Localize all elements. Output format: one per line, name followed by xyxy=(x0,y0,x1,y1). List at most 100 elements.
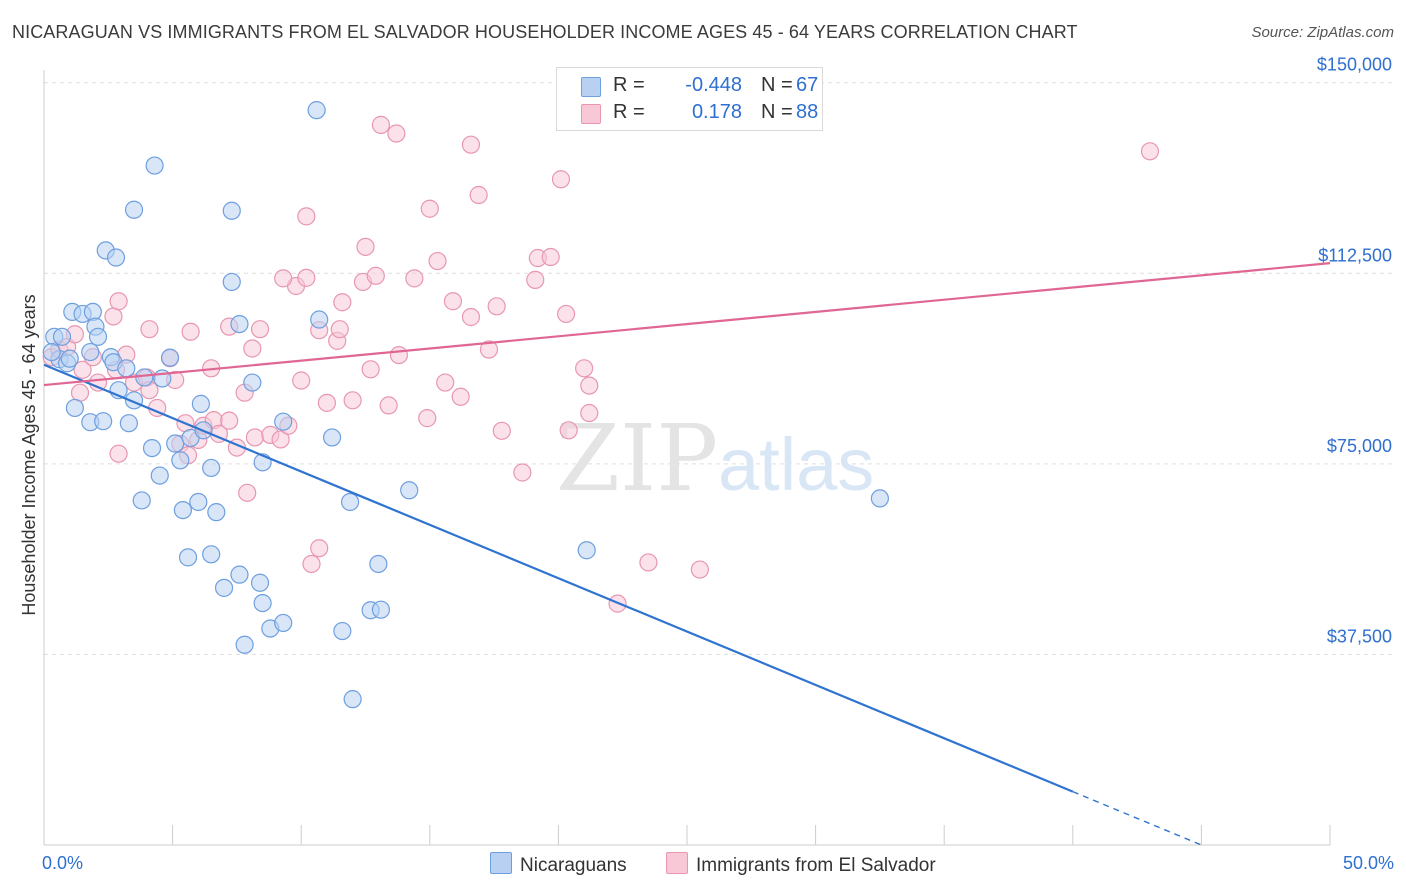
el-salvador-point xyxy=(487,297,506,316)
el-salvador-point xyxy=(428,251,447,271)
bottom-legend-label: Nicaraguans xyxy=(520,855,627,876)
nicaraguans-point xyxy=(230,314,249,334)
nicaraguans-point xyxy=(173,500,192,520)
legend-n-value: 88 xyxy=(796,101,819,123)
el-salvador-point xyxy=(575,359,594,378)
el-salvador-point xyxy=(73,360,92,379)
y-tick-label: $37,500 xyxy=(1327,626,1392,646)
nicaraguans-point xyxy=(142,438,162,458)
nicaraguans-point xyxy=(333,621,352,641)
el-salvador-point xyxy=(580,376,599,395)
nicaraguans-trend-line xyxy=(43,363,1074,793)
el-salvador-point xyxy=(389,345,409,365)
nicaraguans-trend-extension xyxy=(1072,790,1202,846)
el-salvador-point xyxy=(387,124,406,143)
nicaraguans-point xyxy=(400,481,419,500)
el-salvador-point xyxy=(366,266,385,285)
nicaraguans-point xyxy=(106,248,126,267)
x-tick-label-max: 50.0% xyxy=(1343,853,1394,873)
el-salvador-point xyxy=(559,421,578,440)
el-salvador-point xyxy=(541,247,560,267)
nicaraguans-point xyxy=(83,302,102,322)
nicaraguans-point xyxy=(94,412,113,431)
nicaraguans-point xyxy=(202,545,221,564)
nicaraguans-point xyxy=(243,373,262,392)
y-tick-labels: $37,500 $75,000 $112,500 $150,000 xyxy=(1317,55,1392,647)
y-tick-label: $112,500 xyxy=(1318,245,1392,265)
el-salvador-point xyxy=(238,483,257,502)
el-salvador-point xyxy=(181,322,200,341)
nicaraguans-point xyxy=(322,428,342,447)
el-salvador-point xyxy=(405,269,424,288)
nicaraguans-point xyxy=(166,434,185,453)
watermark: ZIP atlas xyxy=(556,405,874,512)
legend-r-value: -0.448 xyxy=(685,74,742,96)
el-salvador-point xyxy=(243,339,262,358)
legend-n-value: 67 xyxy=(796,74,819,96)
y-tick-label: $75,000 xyxy=(1327,436,1392,456)
nicaraguans-point xyxy=(132,491,151,510)
el-salvador-point xyxy=(526,270,545,289)
nicaraguans-point xyxy=(171,451,190,470)
nicaraguans-point xyxy=(191,394,210,413)
axes xyxy=(43,70,1331,846)
legend-swatch-pink xyxy=(581,104,601,124)
el-salvador-point xyxy=(292,371,311,390)
el-salvador-point xyxy=(250,320,270,339)
nicaraguans-point xyxy=(135,368,154,387)
watermark-zip: ZIP xyxy=(556,405,718,512)
nicaraguans-point xyxy=(222,272,241,292)
nicaraguans-point xyxy=(160,348,180,367)
nicaraguans-point xyxy=(230,565,249,584)
watermark-atlas: atlas xyxy=(718,423,874,506)
nicaraguans-point xyxy=(60,349,79,368)
nicaraguans-point xyxy=(88,327,108,346)
el-salvador-point xyxy=(479,340,499,359)
nicaraguans-point xyxy=(577,541,596,560)
el-salvador-point xyxy=(317,393,337,412)
bottom-legend-el-salvador: Immigrants from El Salvador xyxy=(666,852,936,877)
el-salvador-point xyxy=(513,463,532,482)
el-salvador-point xyxy=(220,411,239,430)
nicaraguans-point xyxy=(202,458,221,478)
el-salvador-point xyxy=(140,320,159,339)
nicaraguans-point xyxy=(274,412,293,431)
nicaraguans-point xyxy=(214,578,234,597)
bottom-legend-label: Immigrants from El Salvador xyxy=(696,855,936,876)
source-credit: Source: ZipAtlas.com xyxy=(1251,24,1394,41)
legend-r-value: 0.178 xyxy=(691,101,742,123)
nicaraguans-point xyxy=(207,503,226,522)
el-salvador-point xyxy=(461,135,481,154)
bottom-legend-swatch-pink xyxy=(666,852,688,874)
nicaraguans-point xyxy=(340,492,360,512)
legend-n-label: N = xyxy=(761,74,793,96)
el-salvador-point xyxy=(104,307,123,326)
el-salvador-point xyxy=(420,199,439,218)
el-salvador-point xyxy=(297,207,316,226)
el-salvador-point xyxy=(70,383,90,402)
el-salvador-point xyxy=(361,360,380,379)
legend-n-label: N = xyxy=(761,101,793,123)
legend-r-label: R = xyxy=(613,74,645,96)
nicaraguans-point xyxy=(870,489,890,508)
el-salvador-point xyxy=(461,307,481,327)
nicaraguans-point xyxy=(124,200,144,219)
el-salvador-point xyxy=(580,403,599,423)
el-salvador-point xyxy=(557,304,576,324)
el-salvador-point xyxy=(333,293,352,312)
nicaraguans-point xyxy=(274,613,293,633)
el-salvador-point xyxy=(302,554,321,574)
legend-r-label: R = xyxy=(613,101,645,123)
nicaraguans-point xyxy=(222,201,241,220)
el-salvador-point xyxy=(330,320,349,339)
el-salvador-point xyxy=(245,428,265,447)
nicaraguans-point xyxy=(250,573,270,592)
correlation-legend: R = -0.448 N = 67 R = 0.178 N = 88 xyxy=(556,67,823,131)
el-salvador-point xyxy=(379,396,398,415)
chart-title: NICARAGUAN VS IMMIGRANTS FROM EL SALVADO… xyxy=(12,22,1078,42)
nicaraguans-point xyxy=(343,690,362,709)
nicaraguans-point xyxy=(145,156,164,175)
nicaraguans-point xyxy=(65,398,84,418)
el-salvador-point xyxy=(356,237,375,256)
nicaraguans-point xyxy=(150,466,169,485)
